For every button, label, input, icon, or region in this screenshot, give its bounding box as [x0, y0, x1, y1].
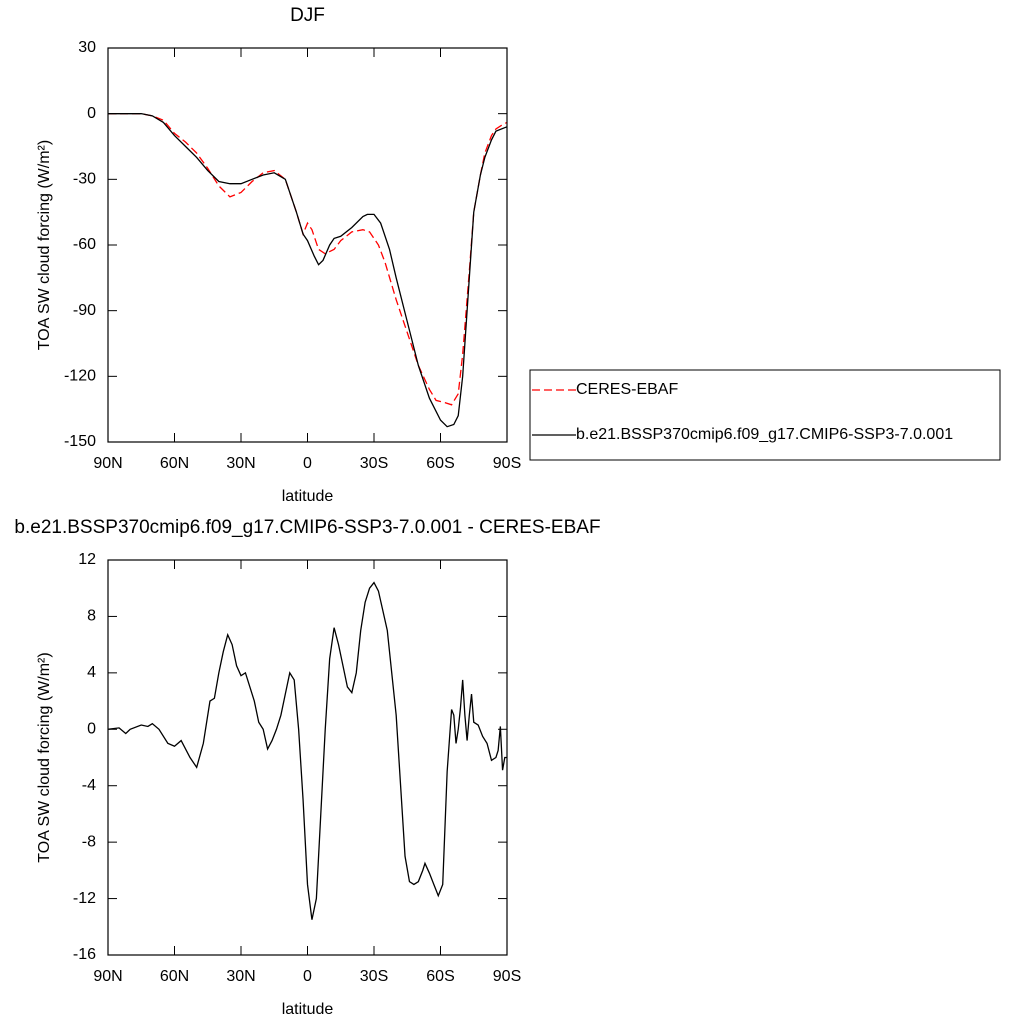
x-tick-label: 30N: [226, 455, 255, 472]
x-tick-label: 90N: [93, 968, 122, 985]
y-tick-label: 0: [87, 721, 96, 738]
data-line: [108, 113, 508, 406]
legend-box: [529, 369, 1001, 461]
data-line: [108, 113, 508, 428]
y-tick-label: -150: [64, 433, 96, 450]
x-tick-label: 90N: [93, 455, 122, 472]
y-tick-label: -4: [82, 777, 96, 794]
plot-frame: [107, 47, 508, 443]
x-axis-label: latitude: [282, 1001, 334, 1018]
legend-label: CERES-EBAF: [576, 381, 678, 398]
x-tick-label: 0: [303, 968, 312, 985]
x-tick-label: 60S: [426, 968, 454, 985]
x-tick-label: 90S: [493, 968, 521, 985]
y-tick-label: -60: [73, 236, 96, 253]
chart-title: b.e21.BSSP370cmip6.f09_g17.CMIP6-SSP3-7.…: [14, 517, 600, 538]
x-tick-label: 0: [303, 455, 312, 472]
data-line: [107, 581, 507, 920]
y-tick-label: 30: [78, 39, 96, 56]
y-tick-label: -120: [64, 368, 96, 385]
x-tick-label: 60S: [426, 455, 454, 472]
x-tick-label: 30S: [360, 455, 388, 472]
x-axis-label: latitude: [282, 488, 334, 505]
x-tick-label: 60N: [160, 455, 189, 472]
plot-frame: [107, 559, 508, 956]
y-tick-label: 4: [87, 664, 96, 681]
y-axis-label: TOA SW cloud forcing (W/m²): [36, 140, 53, 350]
legend-label: b.e21.BSSP370cmip6.f09_g17.CMIP6-SSP3-7.…: [576, 426, 953, 443]
x-tick-label: 30S: [360, 968, 388, 985]
y-tick-label: -16: [73, 946, 96, 963]
x-tick-label: 60N: [160, 968, 189, 985]
x-tick-label: 30N: [226, 968, 255, 985]
y-axis-label: TOA SW cloud forcing (W/m²): [36, 652, 53, 862]
chart-title: DJF: [290, 5, 325, 26]
y-tick-label: -8: [82, 833, 96, 850]
y-tick-label: -30: [73, 171, 96, 188]
y-tick-label: 0: [87, 105, 96, 122]
x-tick-label: 90S: [493, 455, 521, 472]
y-tick-label: -90: [73, 302, 96, 319]
y-tick-label: 12: [78, 551, 96, 568]
y-tick-label: 8: [87, 608, 96, 625]
y-tick-label: -12: [73, 890, 96, 907]
